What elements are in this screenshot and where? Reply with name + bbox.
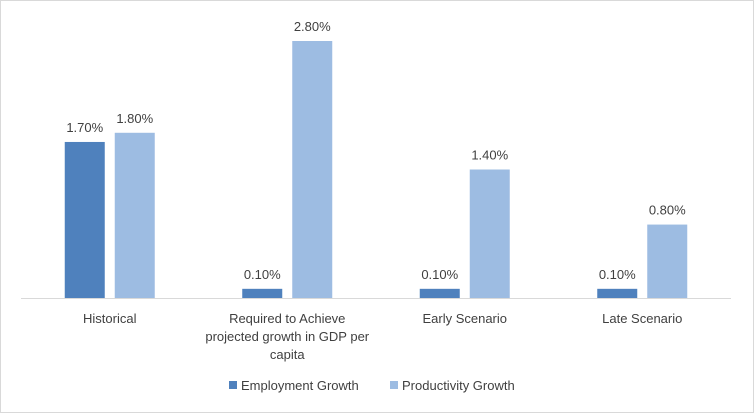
data-label-productivity-0: 1.80%: [116, 111, 153, 126]
data-label-employment-1: 0.10%: [244, 267, 281, 282]
category-label-2: Early Scenario: [422, 311, 507, 326]
category-label-1-line-1: projected growth in GDP per: [205, 329, 369, 344]
data-label-employment-2: 0.10%: [421, 267, 458, 282]
bar-productivity-3: [647, 224, 688, 298]
data-label-productivity-2: 1.40%: [471, 148, 508, 163]
bar-employment-1: [242, 288, 283, 298]
legend: Employment Growth Productivity Growth: [229, 378, 515, 393]
bar-employment-3: [597, 288, 638, 298]
legend-swatch-employment: [229, 381, 237, 389]
legend-label-productivity: Productivity Growth: [402, 378, 515, 393]
legend-swatch-productivity: [390, 381, 398, 389]
bar-productivity-2: [469, 169, 510, 298]
category-label-3: Late Scenario: [602, 311, 682, 326]
category-label-0: Historical: [83, 311, 137, 326]
data-label-productivity-1: 2.80%: [294, 19, 331, 34]
data-labels-group: 1.70% 1.80% 0.10% 2.80% 0.10% 1.40% 0.10% 0.80%: [66, 19, 686, 282]
legend-label-employment: Employment Growth: [241, 378, 359, 393]
bar-employment-2: [419, 288, 460, 298]
data-label-employment-0: 1.70%: [66, 120, 103, 135]
category-labels-group: Historical Required to Achieve projected g…: [83, 311, 682, 362]
data-label-productivity-3: 0.80%: [649, 203, 686, 218]
bars-group: [64, 41, 688, 298]
bar-productivity-1: [292, 41, 333, 298]
bar-productivity-0: [114, 132, 155, 298]
category-label-1-line-0: Required to Achieve: [229, 311, 345, 326]
data-label-employment-3: 0.10%: [599, 267, 636, 282]
bar-employment-0: [64, 141, 105, 298]
category-label-1-line-2: capita: [270, 347, 305, 362]
